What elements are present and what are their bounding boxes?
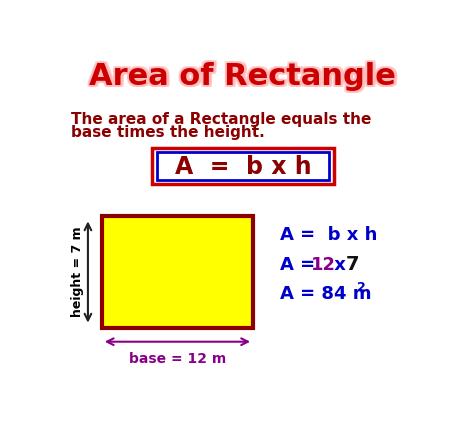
Text: x: x	[328, 256, 352, 274]
Text: Area of Rectangle: Area of Rectangle	[91, 62, 398, 91]
Bar	[102, 216, 253, 328]
Text: Area of Rectangle: Area of Rectangle	[90, 65, 396, 94]
Text: Area of Rectangle: Area of Rectangle	[91, 61, 397, 90]
Text: Area of Rectangle: Area of Rectangle	[90, 61, 396, 90]
Text: Area of Rectangle: Area of Rectangle	[90, 63, 396, 92]
Text: The area of a Rectangle equals the: The area of a Rectangle equals the	[71, 112, 371, 127]
Text: Area of Rectangle: Area of Rectangle	[87, 65, 394, 94]
Text: Area of Rectangle: Area of Rectangle	[87, 60, 394, 89]
Text: 7: 7	[346, 255, 359, 274]
Text: A = 84 m: A = 84 m	[280, 285, 372, 303]
Text: base = 12 m: base = 12 m	[129, 352, 226, 366]
Bar	[152, 149, 334, 184]
Text: Area of Rectangle: Area of Rectangle	[88, 61, 395, 90]
Bar	[157, 152, 329, 180]
Text: Area of Rectangle: Area of Rectangle	[91, 62, 399, 91]
Text: 12: 12	[311, 256, 336, 274]
Text: Area of Rectangle: Area of Rectangle	[89, 62, 395, 91]
Text: A  =  b x h: A = b x h	[174, 155, 311, 179]
Text: Area of Rectangle: Area of Rectangle	[91, 64, 398, 93]
Text: Area of Rectangle: Area of Rectangle	[91, 61, 398, 90]
Text: Area of Rectangle: Area of Rectangle	[91, 62, 397, 91]
Text: Area of Rectangle: Area of Rectangle	[88, 64, 395, 93]
Text: Area of Rectangle: Area of Rectangle	[88, 62, 395, 91]
Text: Area of Rectangle: Area of Rectangle	[91, 63, 397, 92]
Text: A =: A =	[280, 256, 321, 274]
Text: Area of Rectangle: Area of Rectangle	[90, 64, 396, 93]
Text: Area of Rectangle: Area of Rectangle	[90, 60, 396, 89]
Text: Area of Rectangle: Area of Rectangle	[91, 65, 399, 94]
Text: Area of Rectangle: Area of Rectangle	[90, 61, 396, 90]
Text: height = 7 m: height = 7 m	[72, 227, 84, 317]
Text: Area of Rectangle: Area of Rectangle	[89, 61, 395, 90]
Text: A =  b x h: A = b x h	[280, 227, 377, 244]
Text: Area of Rectangle: Area of Rectangle	[87, 62, 394, 91]
Text: Area of Rectangle: Area of Rectangle	[91, 60, 399, 89]
Text: 2: 2	[357, 281, 365, 294]
Text: Area of Rectangle: Area of Rectangle	[90, 62, 396, 91]
Text: Area of Rectangle: Area of Rectangle	[89, 63, 395, 92]
Text: base times the height.: base times the height.	[71, 125, 264, 141]
